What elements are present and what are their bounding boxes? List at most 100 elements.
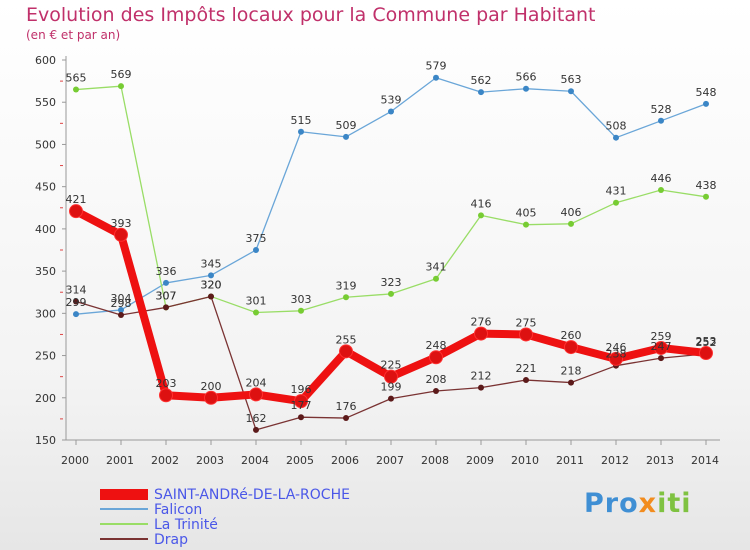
legend-label-1: Falicon	[154, 502, 202, 518]
series-3-point	[298, 414, 304, 421]
series-1-data-label: 579	[426, 60, 447, 73]
series-1-data-label: 345	[201, 257, 222, 270]
x-tick-label: 2013	[646, 454, 674, 467]
series-1-point	[433, 74, 439, 81]
series-0-point	[654, 340, 668, 355]
series-1-point	[118, 306, 124, 313]
series-0-data-label: 196	[291, 383, 312, 396]
series-2-point	[568, 220, 574, 227]
y-tick-label: 250	[35, 350, 56, 363]
series-2-data-label: 341	[426, 261, 447, 274]
x-tick-label: 2002	[151, 454, 179, 467]
series-1-data-label: 515	[291, 114, 312, 127]
series-1-point	[523, 85, 529, 92]
series-2-point	[523, 221, 529, 228]
series-1-point	[568, 88, 574, 95]
y-tick-label: 200	[35, 392, 56, 405]
series-1-point	[253, 247, 259, 253]
series-0-data-label: 421	[66, 193, 87, 206]
series-2-point	[433, 275, 439, 282]
series-0-point	[294, 394, 308, 409]
x-tick-label: 2008	[421, 454, 449, 467]
series-3-point	[568, 379, 574, 386]
legend-label-2: La Trinité	[154, 517, 218, 533]
series-0-data-label: 255	[336, 333, 357, 346]
series-2-data-label: 565	[66, 72, 87, 85]
series-0-data-label: 204	[246, 376, 267, 389]
series-3-point	[388, 395, 394, 402]
chart-subtitle: (en € et par an)	[26, 28, 121, 42]
series-3-data-label: 247	[651, 340, 672, 353]
series-0-point	[609, 351, 623, 366]
series-2-point	[73, 86, 79, 93]
series-1-data-label: 508	[606, 120, 627, 133]
x-tick-label: 2004	[241, 454, 269, 467]
series-2-data-label: 319	[336, 279, 357, 292]
series-2-data-label: 320	[201, 278, 222, 291]
series-3-data-label: 314	[66, 284, 87, 297]
x-tick-label: 2011	[556, 454, 584, 467]
series-0-point	[114, 227, 128, 242]
series-3-data-label: 221	[516, 362, 537, 375]
series-0-point	[429, 350, 443, 365]
series-3-data-label: 177	[291, 399, 312, 412]
x-tick-label: 2000	[61, 454, 89, 467]
series-1-data-label: 539	[381, 94, 402, 107]
series-0-data-label: 259	[651, 330, 672, 343]
series-3-data-label: 320	[201, 278, 222, 291]
series-3-point	[658, 355, 664, 362]
proxiti-logo: Proxiti	[584, 488, 692, 519]
series-2-data-label: 303	[291, 293, 312, 306]
series-1-data-label: 304	[111, 292, 132, 305]
series-1-point	[478, 89, 484, 96]
series-2-point	[118, 83, 124, 90]
series-2-data-label: 406	[561, 206, 582, 219]
series-1-point	[163, 279, 169, 286]
series-1-point	[388, 108, 394, 115]
series-3-point	[163, 304, 169, 311]
series-0-data-label: 275	[516, 316, 537, 329]
series-0-data-label: 276	[471, 316, 492, 329]
series-1-point	[703, 100, 709, 107]
series-0-data-label: 260	[561, 329, 582, 342]
series-1-point	[613, 134, 619, 141]
legend-label-3: Drap	[154, 532, 188, 548]
series-2-point	[253, 309, 259, 316]
x-tick-label: 2014	[691, 454, 719, 467]
axis-ticks: 150 200 250 300 350 400 450 500 550 600 2000 2001 20…	[35, 54, 719, 467]
series-2-data-label: 431	[606, 185, 627, 198]
series-1-data-label: 375	[246, 232, 267, 245]
series-0-point	[249, 387, 263, 402]
series-2-point	[298, 307, 304, 314]
series-1-data-label: 566	[516, 71, 537, 84]
series-0-point	[159, 388, 173, 403]
series-1-data-label: 562	[471, 74, 492, 87]
x-tick-label: 2007	[376, 454, 404, 467]
series-2-data-label: 569	[111, 68, 132, 81]
legend-label-0: SAINT-ANDRé-DE-LA-ROCHE	[154, 487, 350, 503]
series-3-data-label: 298	[111, 297, 132, 310]
series-1-point	[73, 311, 79, 318]
y-tick-label: 150	[35, 434, 56, 447]
series-2-point	[388, 290, 394, 297]
series-layer	[69, 74, 713, 433]
series-3-data-label: 307	[156, 289, 177, 302]
series-1-point	[343, 133, 349, 140]
x-tick-label: 2010	[511, 454, 539, 467]
data-labels: 299 304 336 345 375 515 509 539 579 562 566 563 508 5…	[66, 60, 717, 425]
series-0-point	[69, 204, 83, 219]
series-3-data-label: 218	[561, 365, 582, 378]
x-tick-label: 2009	[466, 454, 494, 467]
y-tick-label: 600	[35, 54, 56, 67]
x-tick-label: 2001	[106, 454, 134, 467]
y-tick-label: 400	[35, 223, 56, 236]
series-2-data-label: 307	[156, 289, 177, 302]
series-3-point	[433, 388, 439, 395]
series-3-data-label: 212	[471, 370, 492, 383]
series-3-data-label: 176	[336, 400, 357, 413]
x-tick-label: 2012	[601, 454, 629, 467]
y-tick-label: 450	[35, 181, 56, 194]
series-0-data-label: 393	[111, 217, 132, 230]
series-1-data-label: 509	[336, 119, 357, 132]
